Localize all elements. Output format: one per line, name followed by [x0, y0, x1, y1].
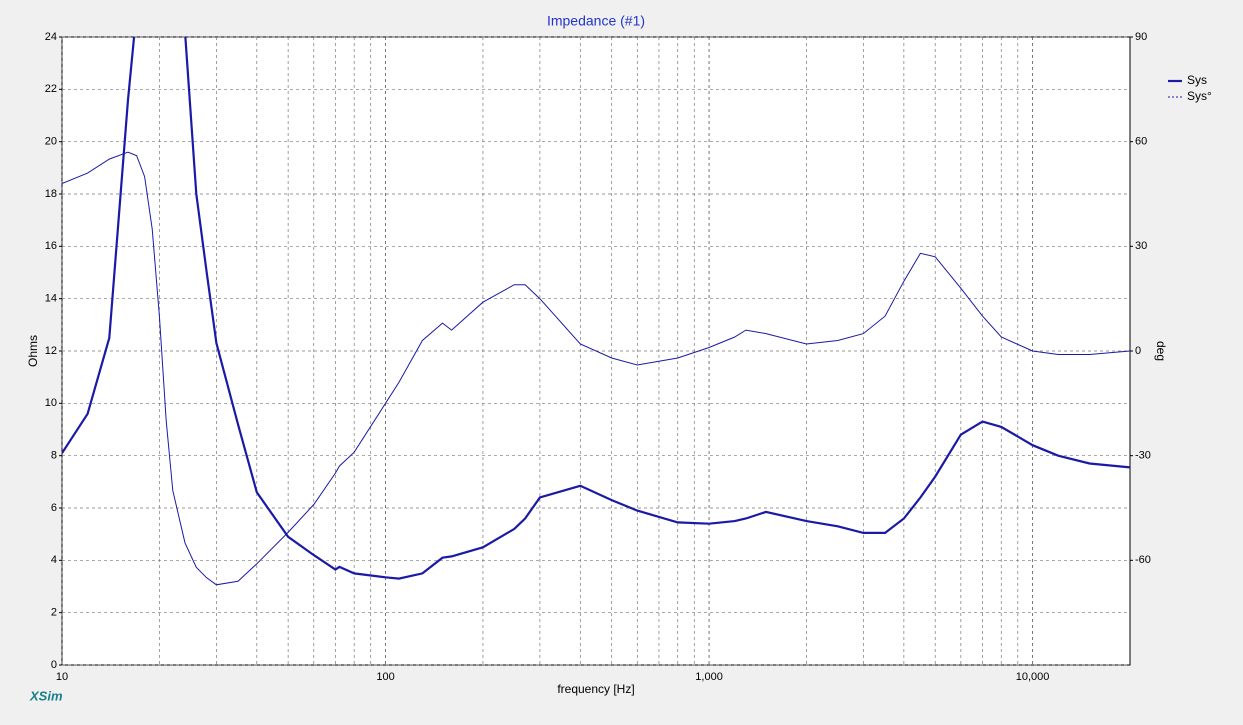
y2-tick-label: 60: [1135, 136, 1147, 148]
chart-title: Impedance (#1): [547, 13, 645, 29]
y-tick-label: 0: [51, 659, 57, 671]
watermark: XSim: [29, 688, 63, 703]
x-axis-label: frequency [Hz]: [557, 682, 634, 696]
y-tick-label: 8: [51, 450, 57, 462]
y-tick-label: 14: [45, 293, 57, 305]
y2-tick-label: -60: [1135, 554, 1151, 566]
y-tick-label: 22: [45, 83, 57, 95]
series-line: [62, 37, 1130, 580]
y2-tick-label: 90: [1135, 31, 1147, 43]
y2-axis-label: deg: [1154, 341, 1168, 361]
y-tick-label: 18: [45, 188, 57, 200]
legend-label: Sys°: [1187, 89, 1212, 103]
x-tick-label: 1,000: [695, 671, 723, 683]
y-tick-label: 4: [51, 554, 57, 566]
x-tick-label: 100: [376, 671, 394, 683]
y2-tick-label: 0: [1135, 345, 1141, 357]
y2-tick-label: -30: [1135, 450, 1151, 462]
x-tick-label: 10: [56, 671, 68, 683]
x-tick-label: 10,000: [1016, 671, 1050, 683]
y2-tick-label: 30: [1135, 240, 1147, 252]
y-tick-label: 2: [51, 607, 57, 619]
y-tick-label: 6: [51, 502, 57, 514]
series-line: [62, 151, 1130, 586]
y-tick-label: 20: [45, 136, 57, 148]
y-axis-label: Ohms: [26, 335, 40, 367]
y-tick-label: 16: [45, 240, 57, 252]
y-tick-label: 10: [45, 397, 57, 409]
plot-lines: [62, 37, 1130, 586]
y-tick-label: 12: [45, 345, 57, 357]
y-tick-label: 24: [45, 31, 57, 43]
legend-label: Sys: [1187, 73, 1207, 87]
